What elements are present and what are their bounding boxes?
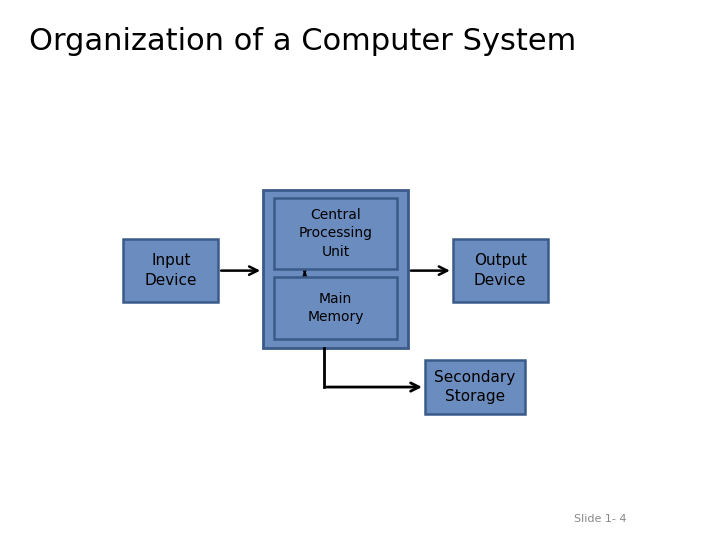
Bar: [453, 239, 548, 302]
Text: Input
Device: Input Device: [145, 253, 197, 288]
Text: Output
Device: Output Device: [474, 253, 526, 288]
Text: Slide 1- 4: Slide 1- 4: [574, 514, 626, 524]
Bar: [274, 277, 397, 339]
Text: Organization of a Computer System: Organization of a Computer System: [29, 27, 576, 56]
Text: Secondary
Storage: Secondary Storage: [434, 370, 516, 404]
Bar: [124, 239, 218, 302]
Text: Main
Memory: Main Memory: [307, 292, 364, 324]
Text: Central
Processing
Unit: Central Processing Unit: [299, 208, 372, 259]
Bar: [274, 198, 397, 268]
Bar: [425, 360, 526, 414]
Bar: [263, 190, 408, 348]
